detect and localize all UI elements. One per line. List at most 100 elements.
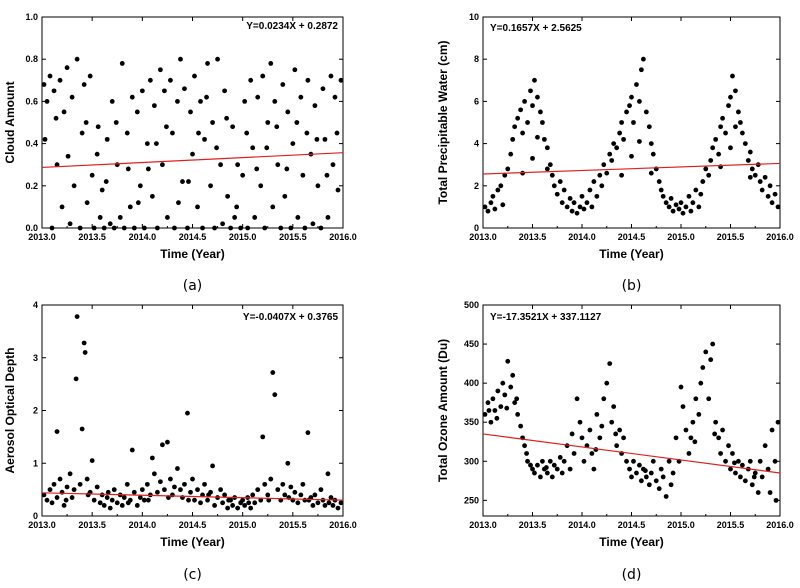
data-point <box>164 124 169 130</box>
y-tick-label: 400 <box>464 378 479 388</box>
data-point <box>551 462 557 468</box>
data-point <box>117 215 123 220</box>
data-point <box>131 225 137 231</box>
y-tick-label: 0.0 <box>25 223 38 233</box>
data-point <box>232 215 238 220</box>
data-point <box>334 130 340 136</box>
x-tick-label: 2015.0 <box>229 232 257 242</box>
data-point <box>218 162 223 168</box>
data-point <box>599 423 605 429</box>
data-point <box>87 73 93 79</box>
data-point <box>495 388 501 394</box>
data-point <box>535 134 540 140</box>
data-point <box>522 443 527 449</box>
x-axis-title: Time (Year) <box>160 535 224 549</box>
data-point <box>242 503 248 508</box>
data-point <box>185 225 190 231</box>
data-point <box>728 466 733 472</box>
data-point <box>79 130 85 136</box>
data-point <box>124 481 130 487</box>
data-point <box>326 500 332 506</box>
data-point <box>295 500 301 506</box>
data-point <box>559 200 565 206</box>
data-point <box>733 470 738 476</box>
data-point <box>134 503 140 508</box>
data-point <box>502 172 508 178</box>
data-point <box>703 349 709 355</box>
data-point <box>619 172 624 178</box>
data-point <box>549 474 555 480</box>
data-point <box>64 65 70 71</box>
data-point <box>77 481 83 487</box>
data-point <box>609 158 615 163</box>
data-point <box>67 221 73 227</box>
data-point <box>710 145 716 151</box>
data-point <box>621 136 626 142</box>
data-point <box>739 462 745 468</box>
data-point <box>706 172 712 178</box>
y-axis-title: Aerosol Optical Depth <box>3 347 17 473</box>
data-point <box>91 225 97 231</box>
x-tick-label: 2015.5 <box>279 520 307 530</box>
data-point <box>280 82 286 87</box>
data-point <box>41 82 47 87</box>
data-point <box>335 505 341 511</box>
data-point <box>285 460 291 466</box>
data-point <box>210 120 215 125</box>
data-point <box>646 124 652 130</box>
data-point <box>696 204 702 210</box>
regression-equation: Y=0.0234X + 0.2872 <box>246 21 338 32</box>
x-tick-label: 2013.0 <box>469 520 497 530</box>
x-tick-label: 2013.0 <box>469 232 497 242</box>
data-point <box>109 99 115 104</box>
regression-equation: Y=-0.0407X + 0.3765 <box>243 312 339 323</box>
data-point <box>272 99 278 104</box>
data-point <box>89 458 95 464</box>
x-tick-label: 2016.0 <box>329 520 357 530</box>
data-point <box>153 141 159 147</box>
x-tick-label: 2014.5 <box>179 232 207 242</box>
data-point <box>584 200 590 206</box>
data-point <box>208 183 213 189</box>
data-point <box>328 495 334 500</box>
data-point <box>104 495 110 500</box>
data-point <box>508 151 514 157</box>
data-point <box>648 141 654 147</box>
data-point <box>250 492 256 498</box>
data-point <box>591 466 597 472</box>
data-point <box>125 500 131 506</box>
data-point <box>772 458 778 464</box>
data-point <box>712 431 718 437</box>
data-point <box>260 73 266 79</box>
data-point <box>567 466 573 472</box>
data-point <box>258 497 264 503</box>
data-point <box>168 77 173 83</box>
data-point <box>205 61 210 66</box>
data-point <box>114 162 120 168</box>
x-tick-label: 2013.5 <box>78 232 106 242</box>
x-tick-label: 2016.0 <box>329 232 357 242</box>
data-point <box>569 208 575 214</box>
data-point <box>145 497 151 503</box>
data-point <box>611 404 617 409</box>
data-point <box>85 492 91 498</box>
data-point <box>561 187 567 193</box>
data-point <box>617 427 623 433</box>
data-point <box>692 439 698 445</box>
data-point <box>149 455 155 461</box>
data-point <box>599 183 605 189</box>
data-point <box>151 471 157 477</box>
data-point <box>218 487 223 493</box>
data-point <box>113 120 119 125</box>
data-point <box>490 396 496 402</box>
data-point <box>749 482 755 488</box>
data-point <box>551 183 557 189</box>
data-point <box>535 94 540 100</box>
y-tick-label: 350 <box>464 417 479 427</box>
data-point <box>190 151 195 157</box>
data-point <box>637 139 642 144</box>
data-point <box>160 442 165 448</box>
data-point <box>528 88 533 94</box>
data-point <box>298 94 304 100</box>
